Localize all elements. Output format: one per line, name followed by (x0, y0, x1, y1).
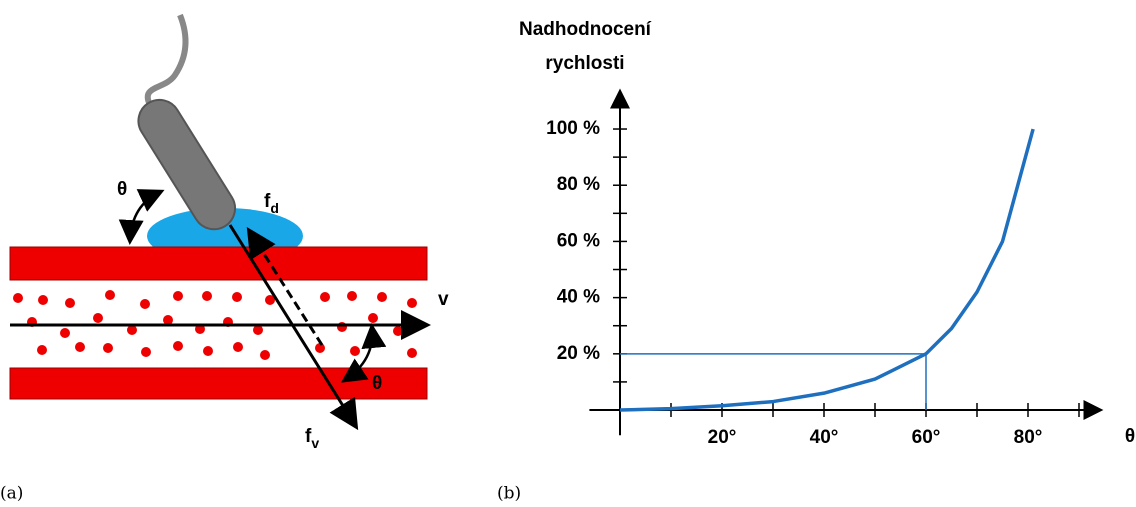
line (620, 129, 1033, 410)
diagram: θ fd v θ fv (10, 15, 449, 451)
y-axis-label: Nadhodnocení (519, 19, 652, 40)
angle-label: θ (372, 373, 382, 394)
y-tick-label: 60 % (557, 230, 600, 251)
fv-label: fv (305, 426, 319, 451)
velocity-label: v (438, 289, 449, 310)
x-tick-label: 80° (1014, 427, 1043, 448)
x-tick-label: 20° (708, 427, 737, 448)
y-tick-label: 80 % (557, 174, 600, 195)
vessel-wall (10, 247, 427, 280)
x-tick-label: 60° (912, 427, 941, 448)
fv-sub: v (311, 435, 319, 451)
caption: (a) (0, 484, 23, 504)
figure: θ fd v θ fv (a) (b) 20° 40° 60° 80° 20 % 40 %… (0, 0, 1136, 507)
y-axis-label: rychlosti (545, 53, 624, 74)
y-tick-label: 100 % (546, 118, 600, 139)
cable (148, 15, 186, 105)
x-axis-label: θ (1125, 426, 1135, 447)
chart: 20° 40° 60° 80° 20 % 40 % 60 % 80 % 100 % Nadhodn… (519, 19, 1135, 448)
fd-sub: d (270, 200, 279, 216)
y-tick-label: 20 % (557, 343, 600, 364)
fd-label: fd (264, 191, 279, 216)
angle-label: θ (117, 179, 127, 200)
caption: (b) (497, 484, 521, 504)
x-tick-label: 40° (810, 427, 839, 448)
y-tick-label: 40 % (557, 287, 600, 308)
vessel-wall (10, 368, 427, 399)
